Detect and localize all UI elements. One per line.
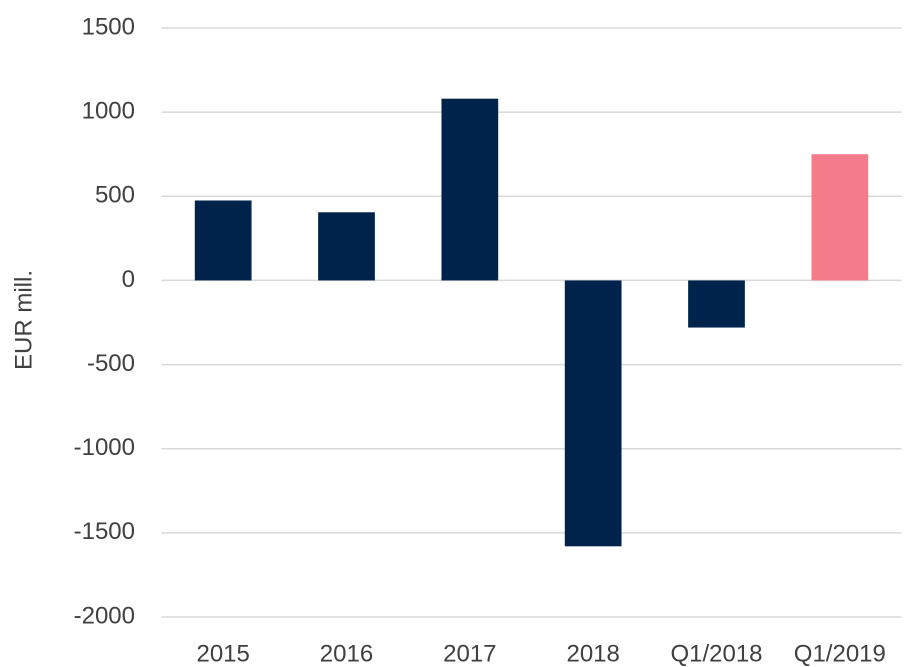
x-tick-label: Q1/2019 (794, 640, 886, 667)
y-tick-label: -1000 (74, 434, 135, 461)
bar (318, 212, 375, 281)
y-tick-label: -500 (87, 350, 135, 377)
bar (194, 200, 252, 281)
y-tick-label: 1500 (82, 13, 135, 40)
y-axis-title: EUR mill. (10, 270, 37, 370)
y-tick-label: -1500 (74, 518, 135, 545)
x-tick-label: 2016 (320, 640, 373, 667)
y-tick-label: 0 (122, 266, 135, 293)
bar (811, 154, 869, 281)
y-tick-label: 500 (95, 182, 135, 209)
bar (564, 280, 622, 547)
y-tick-label: 1000 (82, 97, 135, 124)
x-tick-label: Q1/2018 (670, 640, 762, 667)
x-tick-label: 2017 (443, 640, 496, 667)
x-tick-label: 2018 (566, 640, 619, 667)
x-tick-label: 2015 (196, 640, 249, 667)
bar (688, 280, 745, 328)
bar (441, 98, 499, 281)
y-tick-label: -2000 (74, 602, 135, 629)
